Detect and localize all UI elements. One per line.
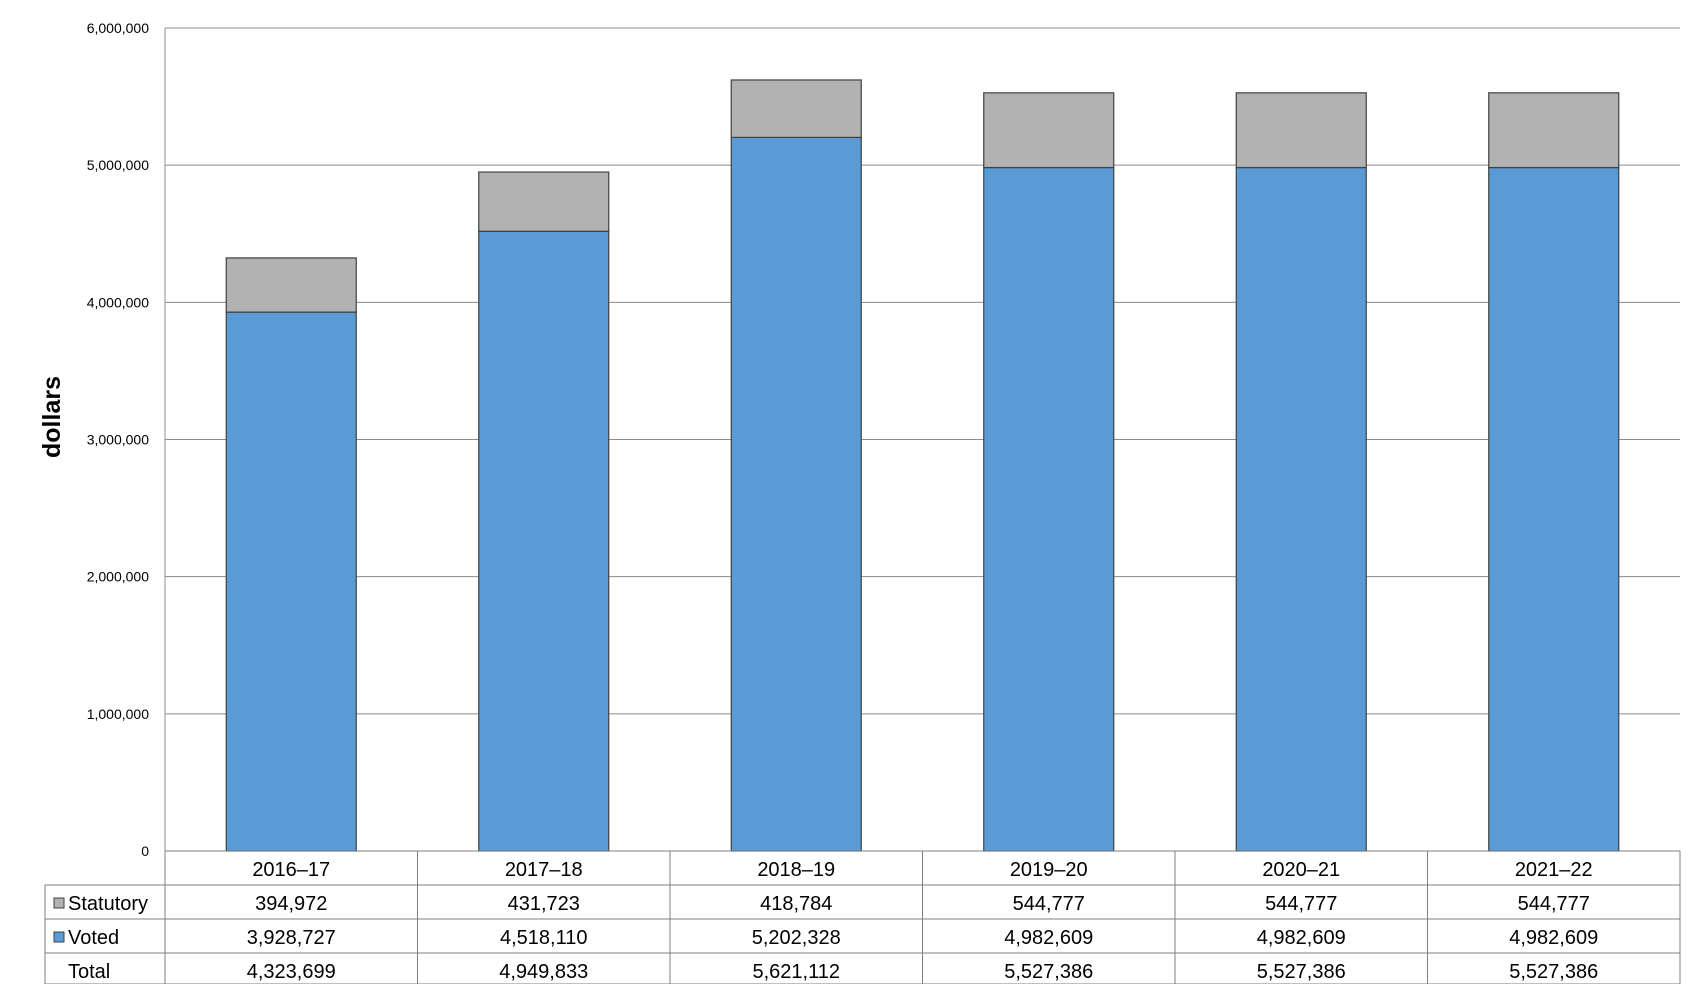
bar-statutory-2021–22 [1488, 92, 1620, 169]
y-tick-label: 5,000,000 [87, 157, 149, 173]
legend-key-statutory [53, 897, 65, 909]
x-tick-label: 2017–18 [505, 859, 583, 881]
bars [225, 79, 1620, 852]
y-axis-ticks: 0 1,000,000 2,000,000 3,000,000 4,000,000 5,0… [87, 20, 150, 859]
table-row-label-total: Total [68, 961, 110, 983]
data-label-voted: 5,202,328 [752, 927, 841, 949]
y-tick-label: 3,000,000 [87, 432, 149, 448]
data-label-statutory: 544,777 [1518, 893, 1590, 915]
y-axis-label: dollars [38, 376, 66, 458]
data-label-voted: 4,982,609 [1509, 927, 1598, 949]
y-tick-label: 6,000,000 [87, 20, 149, 36]
bar-statutory-2020–21 [1235, 92, 1367, 169]
x-tick-label: 2016–17 [252, 859, 330, 881]
gridlines [164, 27, 1680, 851]
data-label-statutory: 394,972 [255, 893, 327, 915]
data-label-voted: 4,518,110 [500, 927, 588, 949]
bar-voted-2019–20 [983, 166, 1115, 852]
y-tick-label: 1,000,000 [87, 706, 149, 722]
bar-statutory-2017–18 [478, 171, 610, 232]
bar-voted-2020–21 [1235, 166, 1367, 852]
x-tick-label: 2019–20 [1010, 859, 1088, 881]
data-label-statutory: 544,777 [1265, 893, 1337, 915]
data-table: 2016–17 2017–18 2018–19 2019–20 2020–21 2021–… [44, 850, 1681, 984]
bar-voted-2016–17 [225, 311, 357, 852]
x-tick-label: 2021–22 [1515, 859, 1593, 881]
y-tick-label: 4,000,000 [87, 294, 149, 310]
bar-statutory-2016–17 [225, 257, 357, 313]
data-label-statutory: 418,784 [760, 893, 832, 915]
legend-key-voted [53, 931, 65, 943]
legend-label-voted: Voted [68, 927, 119, 949]
data-label-voted: 3,928,727 [247, 927, 336, 949]
data-label-statutory: 431,723 [508, 893, 580, 915]
data-label-total: 5,621,112 [753, 961, 841, 983]
bar-voted-2021–22 [1488, 166, 1620, 852]
y-tick-label: 2,000,000 [87, 569, 149, 585]
x-tick-label: 2020–21 [1262, 859, 1340, 881]
data-label-total: 5,527,386 [1509, 961, 1598, 983]
data-label-total: 5,527,386 [1004, 961, 1093, 983]
data-label-voted: 4,982,609 [1257, 927, 1346, 949]
bar-voted-2017–18 [478, 230, 610, 852]
bar-voted-2018–19 [730, 136, 862, 852]
data-label-total: 4,949,833 [499, 961, 588, 983]
data-label-total: 5,527,386 [1257, 961, 1346, 983]
data-label-total: 4,323,699 [247, 961, 336, 983]
y-tick-label: 0 [141, 843, 149, 859]
data-label-voted: 4,982,609 [1004, 927, 1093, 949]
legend-label-statutory: Statutory [68, 893, 148, 915]
bar-statutory-2018–19 [730, 79, 862, 139]
data-label-statutory: 544,777 [1013, 893, 1085, 915]
bar-statutory-2019–20 [983, 92, 1115, 169]
x-tick-label: 2018–19 [757, 859, 835, 881]
